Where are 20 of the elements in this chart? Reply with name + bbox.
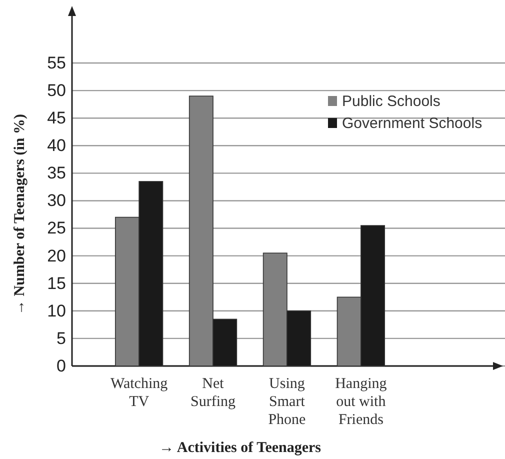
x-axis-title: → Activities of Teenagers bbox=[158, 440, 322, 456]
x-tick-label: Hanging out with Friends bbox=[335, 376, 388, 428]
x-tick-label: Net Surfing bbox=[190, 376, 236, 410]
y-tick-label: 15 bbox=[47, 274, 66, 293]
y-tick-label: 20 bbox=[47, 246, 66, 266]
y-tick-label: 40 bbox=[47, 136, 66, 156]
x-tick-label: Using Smart Phone bbox=[268, 376, 306, 428]
y-tick-label: 55 bbox=[47, 53, 66, 72]
x-tick-label: Watching TV bbox=[110, 376, 168, 410]
legend-label: Government Schools bbox=[342, 115, 482, 132]
y-tick-label: 0 bbox=[56, 356, 66, 376]
y-tick-label: 30 bbox=[47, 191, 66, 210]
y-tick-label: 25 bbox=[47, 218, 66, 238]
y-tick-label: 45 bbox=[47, 108, 66, 128]
legend-label: Public Schools bbox=[342, 93, 440, 110]
y-tick-label: 50 bbox=[47, 80, 66, 100]
y-tick-label: 5 bbox=[56, 328, 66, 348]
y-tick-label: 35 bbox=[47, 164, 66, 183]
y-tick-label: 10 bbox=[47, 301, 66, 320]
y-axis-title: → Number of Teenagers (in %) bbox=[12, 114, 28, 315]
